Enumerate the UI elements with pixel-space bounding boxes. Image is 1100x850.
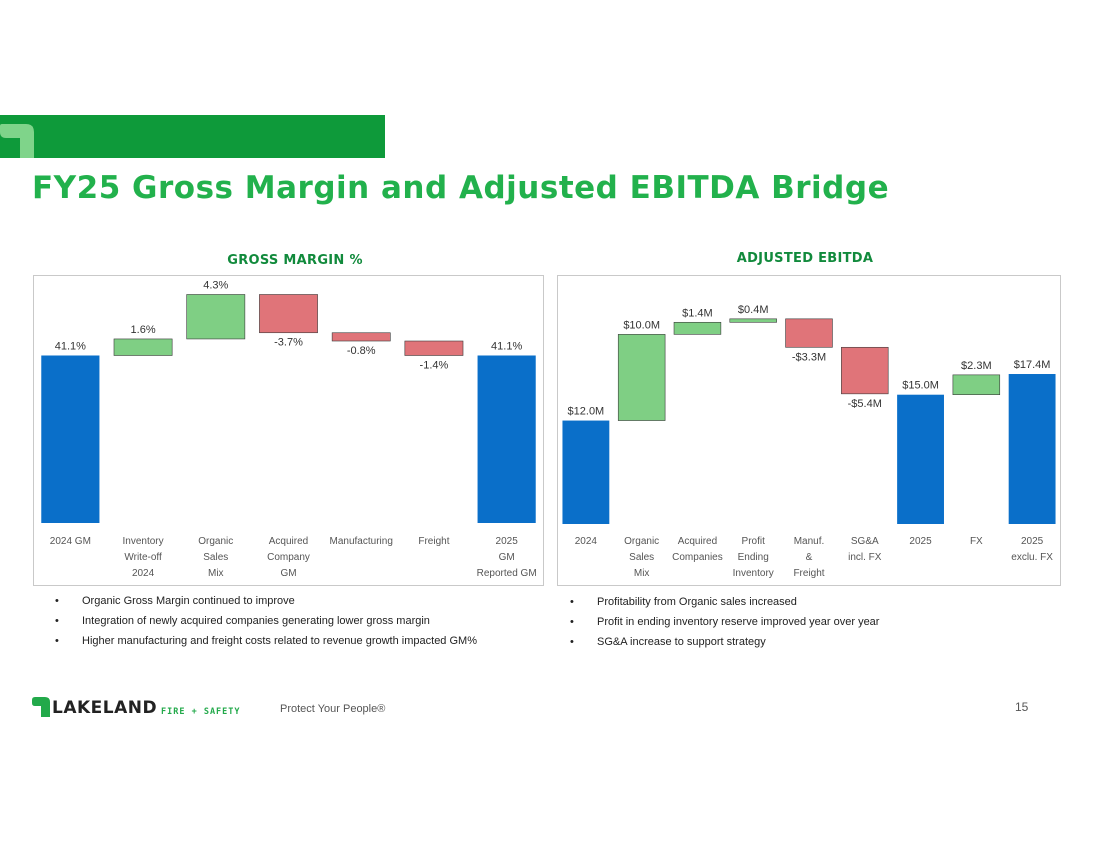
category-label: Freight [793, 568, 824, 579]
category-label: Profit [742, 536, 766, 547]
category-label: Organic [624, 536, 659, 547]
lakeland-logo-icon [32, 697, 50, 717]
increase-bar [729, 318, 777, 323]
category-label: Acquired [678, 536, 717, 547]
page-number: 15 [1015, 700, 1029, 714]
ebitda-bullet-list: Profitability from Organic sales increas… [570, 592, 1050, 652]
category-label: Company [267, 552, 310, 563]
data-label: -3.7% [274, 337, 303, 349]
total-bar [477, 355, 536, 523]
decrease-bar [404, 340, 464, 356]
ebitda-chart-heading: ADJUSTED EBITDA [736, 251, 874, 266]
category-label: Manufacturing [330, 536, 393, 547]
brand-subtitle: FIRE + SAFETY [161, 707, 241, 717]
ebitda-bullet: Profit in ending inventory reserve impro… [570, 612, 1050, 632]
category-label: Reported GM [477, 568, 537, 579]
data-label: -0.8% [347, 345, 376, 357]
category-label: GM [280, 568, 296, 579]
total-bar [1008, 374, 1056, 524]
data-label: $0.4M [738, 304, 769, 316]
decrease-bar [841, 346, 889, 395]
increase-bar [186, 294, 246, 340]
data-label: 1.6% [131, 324, 156, 336]
category-label: 2025 [1021, 536, 1044, 547]
category-label: 2024 GM [50, 536, 91, 547]
category-label: Write-off [124, 552, 162, 563]
category-label: Inventory [123, 536, 164, 547]
category-label: 2024 [132, 568, 155, 579]
increase-bar [113, 338, 173, 356]
total-bar [897, 394, 944, 524]
data-label: $15.0M [902, 380, 939, 392]
category-label: GM [499, 552, 515, 563]
decrease-bar [785, 318, 833, 348]
category-label: Sales [203, 552, 228, 563]
category-label: Inventory [733, 568, 774, 579]
data-label: $2.3M [961, 360, 992, 372]
data-label: -1.4% [420, 359, 449, 371]
data-label: 4.3% [203, 279, 228, 291]
total-bar [41, 355, 100, 523]
data-label: $10.0M [623, 319, 660, 331]
data-label: 41.1% [491, 340, 522, 352]
total-bar [562, 420, 610, 524]
increase-bar [673, 321, 722, 335]
brand-name: LAKELAND [52, 698, 158, 718]
category-label: Mix [208, 568, 224, 579]
category-label: 2025 [909, 536, 932, 547]
gm-chart-panel: 41.1% 2024 GM 1.6% Inventory Write-off 2024 4.… [33, 275, 544, 586]
category-label: & [806, 552, 813, 563]
ebitda-bullet: SG&A increase to support strategy [570, 632, 1050, 652]
increase-bar [952, 374, 1001, 396]
category-label: exclu. FX [1011, 552, 1053, 563]
gm-waterfall-chart: 41.1% 2024 GM 1.6% Inventory Write-off 2024 4.… [41, 279, 537, 579]
category-label: Companies [672, 552, 723, 563]
category-label: FX [970, 536, 983, 547]
category-label: Acquired [269, 536, 308, 547]
ebitda-waterfall-chart: $12.0M 2024 $10.0M Organic Sales Mix $1.4M Acqu… [562, 304, 1056, 579]
ebitda-chart-panel: $12.0M 2024 $10.0M Organic Sales Mix $1.4M Acqu… [557, 275, 1061, 586]
category-label: Ending [738, 552, 769, 563]
data-label: $1.4M [682, 307, 713, 319]
gm-bullet: Integration of newly acquired companies … [55, 611, 535, 631]
data-label: 41.1% [55, 340, 86, 352]
data-label: -$3.3M [792, 351, 826, 363]
slide-title: FY25 Gross Margin and Adjusted EBITDA Br… [32, 170, 890, 206]
brand-tagline: Protect Your People® [280, 703, 386, 715]
data-label: $12.0M [568, 406, 605, 418]
category-label: SG&A [851, 536, 879, 547]
gm-chart-heading: GROSS MARGIN % [227, 253, 363, 268]
corner-leaf-icon [0, 124, 34, 158]
category-label: Mix [634, 568, 650, 579]
category-label: Freight [418, 536, 449, 547]
category-label: Organic [198, 536, 233, 547]
gm-bullet: Organic Gross Margin continued to improv… [55, 591, 535, 611]
category-label: Sales [629, 552, 654, 563]
data-label: $17.4M [1014, 359, 1051, 371]
increase-bar [617, 334, 666, 421]
ebitda-bullet: Profitability from Organic sales increas… [570, 592, 1050, 612]
data-label: -$5.4M [848, 398, 882, 410]
category-label: Manuf. [794, 536, 825, 547]
category-label: 2024 [575, 536, 598, 547]
gm-bullet: Higher manufacturing and freight costs r… [55, 631, 535, 651]
header-accent-bar [0, 115, 385, 158]
gm-bullet-list: Organic Gross Margin continued to improv… [55, 591, 535, 651]
decrease-bar [331, 332, 391, 342]
category-label: 2025 [496, 536, 519, 547]
decrease-bar [259, 294, 318, 334]
category-label: incl. FX [848, 552, 882, 563]
